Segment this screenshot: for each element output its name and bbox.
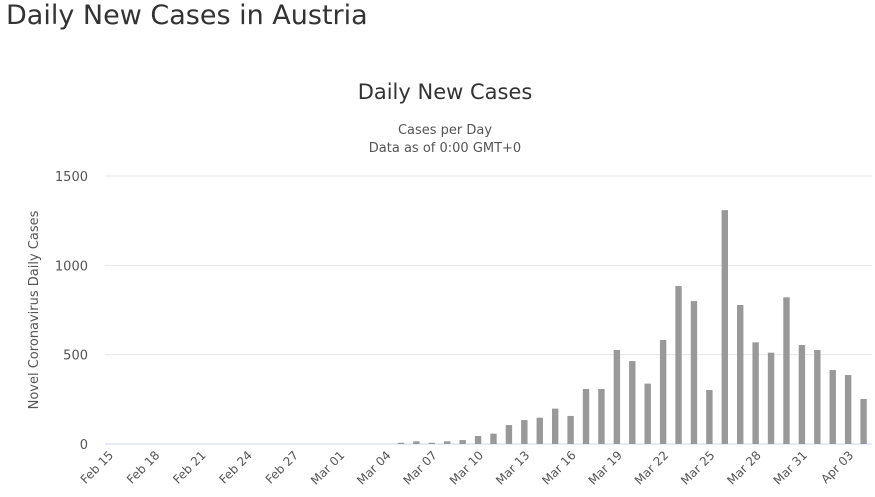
y-tick-label: 1000	[55, 259, 88, 274]
x-tick-label: Apr 03	[818, 448, 856, 486]
bar-mar-08[interactable]	[444, 441, 451, 444]
bar-mar-17[interactable]	[582, 388, 590, 444]
bar-mar-31[interactable]	[798, 345, 806, 444]
bar-mar-26[interactable]	[721, 210, 728, 444]
y-tick-label: 500	[63, 349, 88, 364]
bar-mar-05[interactable]	[397, 442, 405, 444]
x-tick-label: Mar 25	[678, 448, 717, 487]
bar-mar-16[interactable]	[567, 415, 574, 444]
bar-apr-04[interactable]	[860, 398, 867, 444]
bar-mar-20[interactable]	[629, 361, 636, 444]
y-axis-label: Novel Coronavirus Daily Cases	[27, 210, 42, 409]
bar-apr-01[interactable]	[814, 350, 821, 444]
x-tick-label: Mar 16	[539, 448, 578, 487]
x-tick-label: Mar 31	[771, 448, 810, 487]
x-tick-label: Mar 01	[308, 448, 347, 487]
bar-apr-03[interactable]	[844, 375, 852, 444]
bar-mar-25[interactable]	[706, 390, 713, 444]
chart-subtitle-2: Data as of 0:00 GMT+0	[369, 141, 521, 156]
chart-title: Daily New Cases	[358, 80, 533, 104]
bar-mar-27[interactable]	[737, 304, 744, 444]
x-tick-label: Feb 27	[263, 448, 301, 486]
bar-mar-10[interactable]	[474, 435, 482, 444]
x-tick-label: Mar 22	[632, 448, 671, 487]
bar-mar-09[interactable]	[459, 440, 466, 444]
x-tick-label: Mar 28	[724, 448, 763, 487]
bar-mar-29[interactable]	[767, 352, 775, 444]
x-tick-label: Feb 18	[124, 448, 162, 486]
bar-mar-19[interactable]	[613, 350, 621, 444]
bar-mar-22[interactable]	[659, 340, 667, 444]
bar-mar-13[interactable]	[521, 420, 528, 444]
x-tick-label: Mar 07	[401, 448, 440, 487]
x-tick-label: Mar 04	[354, 448, 393, 487]
x-tick-label: Mar 13	[493, 448, 532, 487]
bar-mar-28[interactable]	[752, 342, 759, 444]
bar-mar-18[interactable]	[598, 388, 605, 444]
x-tick-label: Feb 24	[216, 448, 254, 486]
bar-mar-07[interactable]	[428, 442, 436, 444]
bar-mar-14[interactable]	[536, 417, 543, 444]
bar-mar-30[interactable]	[783, 297, 790, 444]
x-tick-label: Mar 19	[586, 448, 625, 487]
bar-mar-23[interactable]	[675, 286, 682, 444]
page-title: Daily New Cases in Austria	[6, 0, 368, 31]
bar-mar-06[interactable]	[413, 441, 420, 444]
chart-subtitle-1: Cases per Day	[398, 123, 492, 138]
x-tick-label: Mar 10	[447, 448, 486, 487]
x-tick-label: Feb 21	[170, 448, 208, 486]
x-tick-label: Feb 15	[78, 448, 116, 486]
y-tick-label: 0	[80, 438, 88, 453]
bar-mar-21[interactable]	[644, 383, 651, 444]
bar-mar-15[interactable]	[551, 408, 559, 444]
bar-apr-02[interactable]	[829, 370, 836, 444]
bar-mar-12[interactable]	[505, 425, 513, 444]
y-tick-label: 1500	[55, 170, 88, 185]
bar-mar-24[interactable]	[690, 301, 698, 444]
bar-mar-11[interactable]	[490, 433, 497, 444]
